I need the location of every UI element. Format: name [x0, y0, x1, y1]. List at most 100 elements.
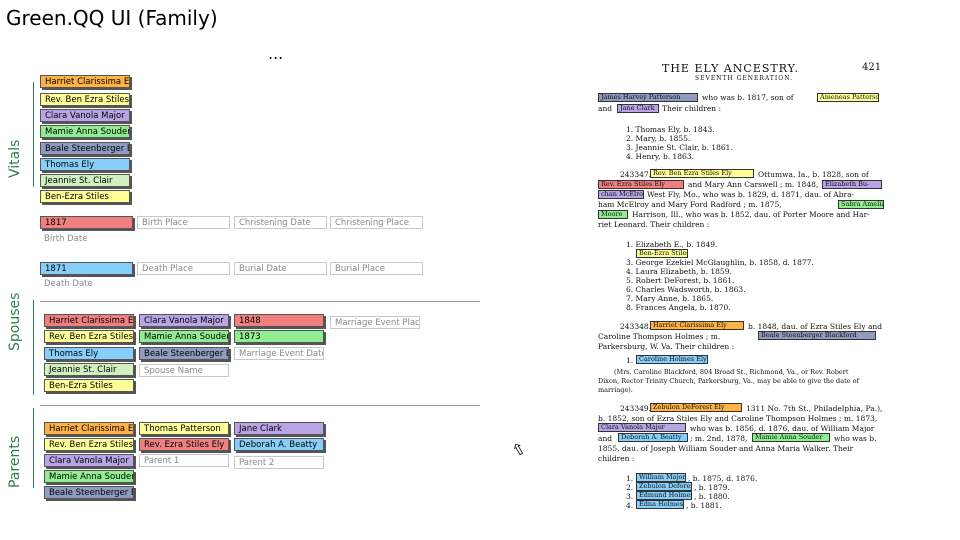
- vitals-spouses-separator: [40, 301, 480, 302]
- marriage-event-place-field[interactable]: Marriage Event Place: [330, 316, 420, 329]
- parents-person-3[interactable]: Clara Vanola Major: [44, 454, 134, 467]
- vitals-name-6[interactable]: Thomas Ely: [40, 158, 130, 171]
- doc-kid-8: 8. Frances Angela, b. 1870.: [626, 303, 731, 312]
- doc-header: THE ELY ANCESTRY.: [662, 62, 800, 75]
- hl-william-major[interactable]: William Major: [636, 473, 686, 482]
- doc-grandchild-3-b: , b. 1880.: [694, 492, 730, 501]
- hl-zebulon-deforest-child[interactable]: Zebulon Deforest: [636, 482, 692, 491]
- spouse-name-1[interactable]: Clara Vanola Major: [139, 314, 229, 327]
- hl-rev-ben-ezra-stiles-ely[interactable]: Rev. Ben Ezra Stiles Ely: [650, 169, 754, 178]
- burial-place-field[interactable]: Burial Place: [330, 262, 423, 275]
- birth-place-field[interactable]: Birth Place: [137, 216, 230, 229]
- parents-divider: [33, 408, 34, 488]
- vitals-name-4[interactable]: Mamie Anna Souder: [40, 125, 130, 138]
- marriage-event-date-field[interactable]: Marriage Event Date: [234, 347, 324, 360]
- hl-ameneas-patterson[interactable]: Ameneas Patterson: [817, 93, 879, 102]
- doc-para4-c: who was b. 1856, d. 1876, dau. of Willia…: [690, 424, 875, 433]
- marriage-date-2[interactable]: 1873: [234, 330, 324, 343]
- parent1-field-2[interactable]: Rev. Ezra Stiles Ely: [139, 438, 229, 451]
- more-menu-ellipsis[interactable]: ...: [268, 44, 284, 63]
- doc-grandchild-1-num: 1.: [626, 474, 634, 483]
- vitals-name-3[interactable]: Clara Vanola Major: [40, 109, 130, 122]
- christening-date-field[interactable]: Christening Date: [234, 216, 327, 229]
- doc-kid-7: 7. Mary Anne, b. 1865.: [626, 294, 714, 303]
- hl-moore[interactable]: Moore: [598, 210, 628, 219]
- parents-person-5[interactable]: Beale Steenberger B: [44, 486, 134, 499]
- doc-para3-b: Caroline Thompson Holmes ; m.: [598, 332, 721, 341]
- hl-deborah-a-beatty[interactable]: Deborah A. Beatty: [618, 433, 688, 442]
- vitals-name-2[interactable]: Rev. Ben Ezra Stiles: [40, 93, 130, 106]
- doc-para2-f: riet Leonard. Their children :: [598, 220, 710, 229]
- hl-ben-ezra-stiles-child[interactable]: Ben-Ezra Stiles: [636, 249, 688, 258]
- hl-edmund-holmes[interactable]: Edmund Holmes: [636, 491, 692, 500]
- hl-beale-steenberger-blackford[interactable]: Beale Steenberger Blackford: [758, 331, 876, 340]
- spouses-person-3[interactable]: Thomas Ely: [44, 347, 134, 360]
- hl-jane-clark[interactable]: Jane Clark: [617, 104, 659, 113]
- hl-edna-holmes[interactable]: Edna Holmes: [636, 500, 684, 509]
- doc-kid-3: 3. George Ezekiel McGlaughlin, b. 1858, …: [626, 258, 814, 267]
- spouse-name-2[interactable]: Mamie Anna Souder: [139, 330, 229, 343]
- doc-grandchild-4-b: , b. 1881.: [686, 501, 722, 510]
- death-place-field[interactable]: Death Place: [137, 262, 230, 275]
- parent2-field-1[interactable]: Jane Clark: [234, 422, 324, 435]
- death-date-label: Death Date: [44, 279, 93, 289]
- parents-person-1[interactable]: Harriet Clarissima El: [44, 422, 134, 435]
- spouse-name-field[interactable]: Spouse Name: [139, 364, 229, 377]
- doc-para4-h: children :: [598, 454, 635, 463]
- hl-rev-ezra-stiles-ely[interactable]: Rev. Ezra Stiles Ely: [598, 180, 684, 189]
- scanned-document: THE ELY ANCESTRY. 421 SEVENTH GENERATION…: [592, 56, 892, 516]
- parent2-field-empty[interactable]: Parent 2: [234, 456, 324, 469]
- doc-para3-a: b. 1848, dau. of Ezra Stiles Ely and: [748, 322, 883, 331]
- doc-kid-5: 5. Robert DeForest, b. 1861.: [626, 276, 735, 285]
- hl-harriet-clarissima-ely[interactable]: Harriet Clarissima Ely: [650, 321, 744, 330]
- doc-kid-1: 1. Elizabeth E., b. 1849.: [626, 240, 718, 249]
- doc-line-2: and: [598, 104, 613, 113]
- doc-para3-g: marriage).: [598, 386, 633, 394]
- spouses-label: Spouses: [7, 292, 23, 351]
- christening-place-field[interactable]: Christening Place: [330, 216, 423, 229]
- doc-num-1: 243347.: [620, 170, 652, 179]
- hl-caroline-holmes[interactable]: Caroline Holmes Ely: [636, 355, 708, 364]
- app-title: Green.QQ UI (Family): [6, 6, 218, 30]
- vitals-name-5[interactable]: Beale Steenberger B: [40, 142, 130, 155]
- hl-sabra-amelia[interactable]: Sabra Amelia: [838, 200, 884, 209]
- parents-person-4[interactable]: Mamie Anna Souder: [44, 470, 134, 483]
- doc-para3-f: Dixon, Rector Trinity Church, Parkersbur…: [598, 377, 859, 385]
- vitals-name-1[interactable]: Harriet Clarissima El: [40, 75, 130, 88]
- parents-person-2[interactable]: Rev. Ben Ezra Stiles: [44, 438, 134, 451]
- spouses-person-1[interactable]: Harriet Clarissima El: [44, 314, 134, 327]
- vitals-name-8[interactable]: Ben-Ezra Stiles: [40, 190, 130, 203]
- parent1-field-empty[interactable]: Parent 1: [139, 454, 229, 467]
- spouse-name-3[interactable]: Beale Steenberger B: [139, 347, 229, 360]
- spouses-person-4[interactable]: Jeannie St. Clair: [44, 363, 134, 376]
- hl-mamie-anna-souder[interactable]: Mamie Anna Souder: [752, 433, 830, 442]
- hl-zebulon-deforest-ely[interactable]: Zebulon DeForest Ely: [650, 403, 742, 412]
- hl-james-harvey-patterson[interactable]: James Harvey Patterson: [598, 93, 698, 102]
- doc-child-4: 4. Henry, b. 1863.: [626, 152, 694, 161]
- doc-kid-6: 6. Charles Wadsworth, b. 1863.: [626, 285, 746, 294]
- spouses-person-2[interactable]: Rev. Ben Ezra Stiles: [44, 330, 134, 343]
- doc-grandchild-1-b: , b. 1875, d. 1876.: [688, 474, 758, 483]
- spouses-person-5[interactable]: Ben-Ezra Stiles: [44, 379, 134, 392]
- doc-grandchild-3-num: 3.: [626, 492, 634, 501]
- doc-para4-f: who was b.: [834, 434, 877, 443]
- hl-clara-vanola-major[interactable]: Clara Vanola Major: [598, 423, 686, 432]
- doc-subheader: SEVENTH GENERATION.: [695, 75, 793, 82]
- doc-child-1: 1. Thomas Ely, b. 1843.: [626, 125, 715, 134]
- burial-date-field[interactable]: Burial Date: [234, 262, 327, 275]
- doc-para4-a: 1311 No. 7th St., Philadelphia, Pa.),: [746, 404, 883, 413]
- parent1-field-1[interactable]: Thomas Patterson: [139, 422, 229, 435]
- death-date-field[interactable]: 1871: [40, 262, 133, 275]
- hl-chan-mcelroy[interactable]: chan McElroy: [598, 190, 644, 199]
- hl-elizabeth-buchan[interactable]: Elizabeth Bu-: [822, 180, 882, 189]
- vitals-label: Vitals: [7, 139, 23, 178]
- spouses-parents-separator: [40, 405, 480, 406]
- doc-grandchild-2-b: , b. 1879.: [694, 483, 730, 492]
- parent2-field-2[interactable]: Deborah A. Beatty: [234, 438, 324, 451]
- doc-para4-b: b. 1852, son of Ezra Stiles Ely and Caro…: [598, 414, 878, 423]
- doc-grandchild-4-num: 4.: [626, 501, 634, 510]
- marriage-date-1[interactable]: 1848: [234, 314, 324, 327]
- birth-date-field[interactable]: 1817: [40, 216, 133, 229]
- vitals-name-7[interactable]: Jeannie St. Clair: [40, 174, 130, 187]
- vitals-divider: [33, 82, 34, 187]
